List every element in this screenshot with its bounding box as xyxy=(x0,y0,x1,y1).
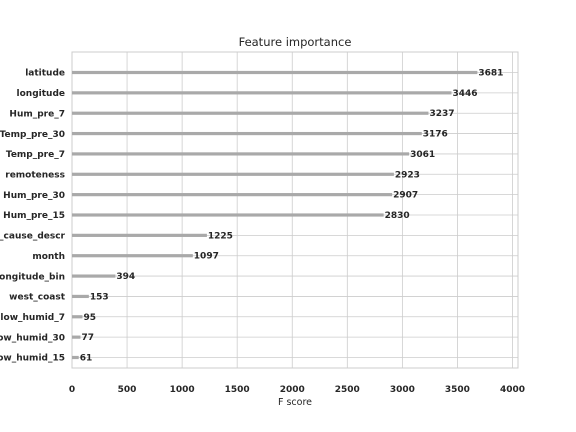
plot-frame xyxy=(71,51,519,369)
y-tick-label: longitude_bin xyxy=(0,272,65,282)
value-label: 3061 xyxy=(410,150,435,160)
y-tick-label: low_humid_7 xyxy=(0,313,65,323)
y-tick-label: latitude xyxy=(25,69,65,79)
y-tick-labels: latitude longitude Hum_pre_7 Temp_pre_30 Tem… xyxy=(0,69,66,364)
x-tick-label: 2000 xyxy=(280,385,305,395)
bar-_cause_descr xyxy=(72,233,207,237)
value-label: 61 xyxy=(80,354,93,364)
value-label: 3237 xyxy=(429,109,454,119)
y-tick-label: Temp_pre_30 xyxy=(0,130,65,140)
value-label: 394 xyxy=(116,272,135,282)
y-tick-label: ow_humid_15 xyxy=(0,354,65,364)
x-tick-label: 3000 xyxy=(390,385,415,395)
value-label: 95 xyxy=(83,313,96,323)
y-tick-label: _cause_descr xyxy=(0,232,66,242)
x-tick-label: 2500 xyxy=(335,385,360,395)
bar-Temp_pre_30 xyxy=(72,131,422,136)
bar-latitude xyxy=(72,70,478,75)
grid-lines xyxy=(71,52,518,368)
y-tick-label: remoteness xyxy=(5,170,65,180)
chart-title: Feature importance xyxy=(239,35,352,49)
bar-Hum_pre_15 xyxy=(72,213,384,217)
value-label: 77 xyxy=(81,333,94,343)
x-tick-label: 500 xyxy=(118,385,137,395)
value-label: 2923 xyxy=(395,170,420,180)
x-tick-label: 1000 xyxy=(170,385,195,395)
bar-ow_humid_30 xyxy=(72,335,81,339)
value-label: 3176 xyxy=(423,130,448,140)
bar-longitude_bin xyxy=(72,274,116,278)
value-label: 3446 xyxy=(452,89,477,99)
bar-ow_humid_15 xyxy=(72,355,79,360)
bar-longitude xyxy=(72,91,452,95)
value-label: 1097 xyxy=(194,252,219,262)
y-tick-label: Hum_pre_30 xyxy=(3,191,65,201)
bar-Hum_pre_30 xyxy=(72,193,393,197)
y-tick-label: ow_humid_30 xyxy=(0,333,65,343)
y-tick-label: month xyxy=(32,252,65,262)
y-tick-label: west_coast xyxy=(9,293,66,303)
bar-west_coast xyxy=(72,294,89,299)
x-tick-label: 1500 xyxy=(225,385,250,395)
x-axis-label: F score xyxy=(278,397,312,408)
x-tick-labels: 0 500 1000 1500 2000 2500 3000 3500 4000 xyxy=(69,385,525,395)
x-tick-label: 0 xyxy=(69,385,75,395)
bar-remoteness xyxy=(72,172,394,176)
value-label: 2830 xyxy=(385,211,410,221)
value-label: 153 xyxy=(90,292,109,302)
bar-Temp_pre_7 xyxy=(72,152,410,156)
bars-group xyxy=(72,70,478,360)
x-tick-label: 3500 xyxy=(445,385,470,395)
x-tick-label: 4000 xyxy=(500,385,525,395)
value-label: 2907 xyxy=(393,191,418,201)
y-tick-label: Hum_pre_7 xyxy=(9,109,65,119)
value-label: 3681 xyxy=(478,69,503,79)
y-tick-label: Hum_pre_15 xyxy=(3,211,65,221)
bar-Hum_pre_7 xyxy=(72,111,429,115)
value-label: 1225 xyxy=(208,231,233,241)
y-tick-label: Temp_pre_7 xyxy=(6,150,65,160)
y-tick-label: longitude xyxy=(17,89,65,99)
bar-month xyxy=(72,254,193,258)
bar-low_humid_7 xyxy=(72,315,83,319)
